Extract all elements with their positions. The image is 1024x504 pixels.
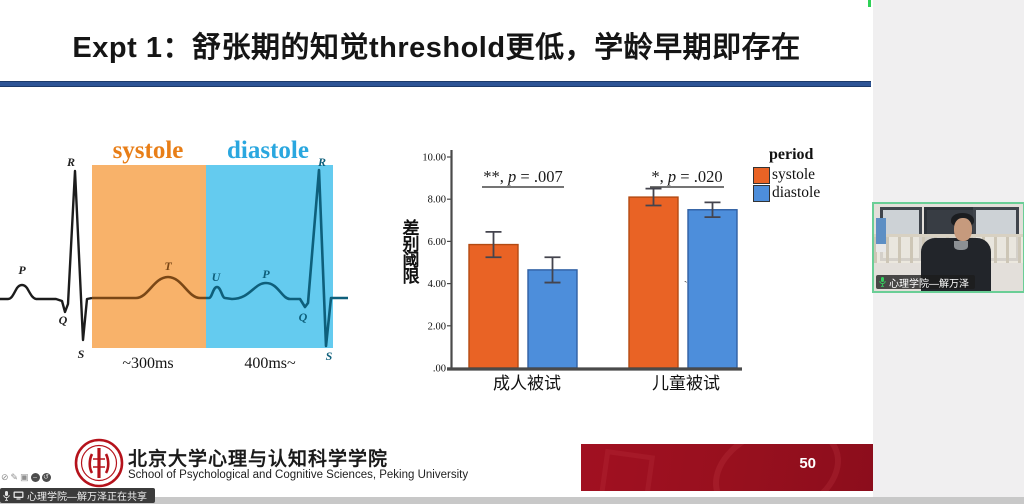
significance-annotation: **, p = .007 [483, 167, 562, 186]
bar-systole-1 [628, 196, 679, 369]
bar-systole-0 [468, 243, 519, 369]
ecg-trace-left [0, 169, 93, 342]
y-tick-label: 8.00 [428, 195, 446, 206]
legend-row: diastole [753, 184, 820, 202]
footer-school-cn: 北京大学心理与认知科学学院 [128, 449, 389, 470]
annotation-toolbar-remnant: ⊘ ✎ ▣ – ↺ [1, 472, 51, 482]
wave-label-t: T [164, 259, 172, 273]
wave-label-q1: Q [59, 313, 68, 327]
wave-label-p2: P [262, 267, 270, 281]
wave-label-p1: P [18, 263, 26, 277]
round-button-icon[interactable]: – [30, 472, 40, 482]
webcam-towel [876, 218, 886, 252]
pen-icon[interactable]: ✎ [10, 472, 19, 482]
chart-legend: period systole diastole [753, 146, 820, 202]
shared-slide: Expt 1：舒张期的知觉threshold更低，学龄早期即存在 systole… [0, 32, 873, 491]
wave-label-q2: Q [299, 310, 308, 324]
systole-duration: ~300ms [122, 355, 173, 372]
error-bar [645, 187, 662, 207]
diastole-duration: 400ms~ [244, 355, 296, 372]
wave-label-s2: S [326, 349, 333, 363]
y-tick-label: 4.00 [428, 279, 446, 290]
error-bar [544, 256, 561, 284]
legend-label-systole: systole [772, 166, 816, 183]
y-axis-label-char: 差 [402, 219, 420, 238]
microphone-icon [3, 490, 10, 501]
square-icon[interactable]: ▣ [20, 472, 29, 482]
slide-footer-red-bar: 50 [581, 444, 873, 491]
ecg-figure: systole diastole P Q R S T U P Q R S ~30… [0, 137, 348, 372]
window-bottom-edge [0, 497, 1024, 504]
systole-region [92, 165, 206, 348]
footer-school-en: School of Psychological and Cognitive Sc… [128, 469, 469, 481]
y-tick-label: 6.00 [428, 237, 446, 248]
webcam-name-text: 心理学院—解万泽 [889, 278, 969, 290]
bar-diastole-0 [527, 269, 578, 369]
webcam-person-face [954, 218, 972, 241]
wave-label-s1: S [78, 347, 85, 361]
title-underline [0, 81, 871, 87]
error-bar [704, 201, 721, 219]
slide-title: Expt 1：舒张期的知觉threshold更低，学龄早期即存在 [72, 32, 801, 64]
systole-label: systole [113, 137, 184, 164]
round-button-icon[interactable]: ↺ [41, 472, 51, 482]
share-border-corner [868, 0, 871, 7]
wave-label-r2: R [317, 155, 326, 169]
screen-share-icon [13, 491, 24, 500]
x-category-label: 成人被试 [493, 374, 561, 392]
screen-share-status-bar[interactable]: 心理学院—解万泽正在共享 [0, 488, 155, 503]
webcam-video-tile[interactable]: 心理学院—解万泽 [872, 202, 1024, 293]
wave-label-u: U [212, 270, 222, 284]
pku-logo [74, 438, 124, 488]
ecg-trace-diastole [206, 168, 348, 348]
y-axis-label-char: 阈 [402, 251, 420, 270]
significance-annotation: *, p = .020 [651, 167, 722, 186]
webcam-name-badge: 心理学院—解万泽 [876, 275, 975, 290]
bar-diastole-1 [687, 209, 738, 369]
page-number: 50 [799, 455, 816, 472]
legend-title: period [769, 146, 814, 163]
ecg-trace-systole [92, 275, 206, 300]
red-bar-watermark [699, 444, 855, 491]
wave-label-r1: R [66, 155, 75, 169]
y-axis-label-char: 别 [402, 235, 420, 254]
bar-chart: 10.00 8.00 6.00 4.00 2.00 .00 成人被试 儿童被试 **, p = … [422, 150, 742, 392]
legend-label-diastole: diastole [772, 184, 821, 201]
y-tick-label: .00 [433, 364, 446, 375]
chart-y-axis-label: 差别阈限 [401, 219, 421, 286]
legend-swatch-systole [753, 166, 770, 184]
diastole-label: diastole [227, 137, 309, 164]
y-tick-label: 2.00 [428, 321, 446, 332]
legend-swatch-diastole [753, 184, 770, 202]
share-status-text: 心理学院—解万泽正在共享 [27, 492, 147, 503]
diastole-region [206, 165, 333, 348]
legend-row: systole [753, 166, 820, 184]
webcam-person-shirt [954, 241, 968, 250]
red-bar-watermark [596, 448, 656, 491]
microphone-icon [879, 277, 886, 287]
y-axis-label-char: 限 [402, 267, 420, 286]
error-bar [485, 231, 502, 259]
slash-circle-icon[interactable]: ⊘ [1, 472, 9, 482]
x-category-label: 儿童被试 [652, 374, 720, 392]
y-tick-label: 10.00 [422, 153, 446, 164]
